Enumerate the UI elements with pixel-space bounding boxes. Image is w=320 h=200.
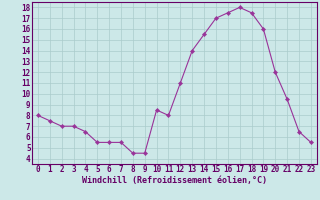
X-axis label: Windchill (Refroidissement éolien,°C): Windchill (Refroidissement éolien,°C) (82, 176, 267, 185)
